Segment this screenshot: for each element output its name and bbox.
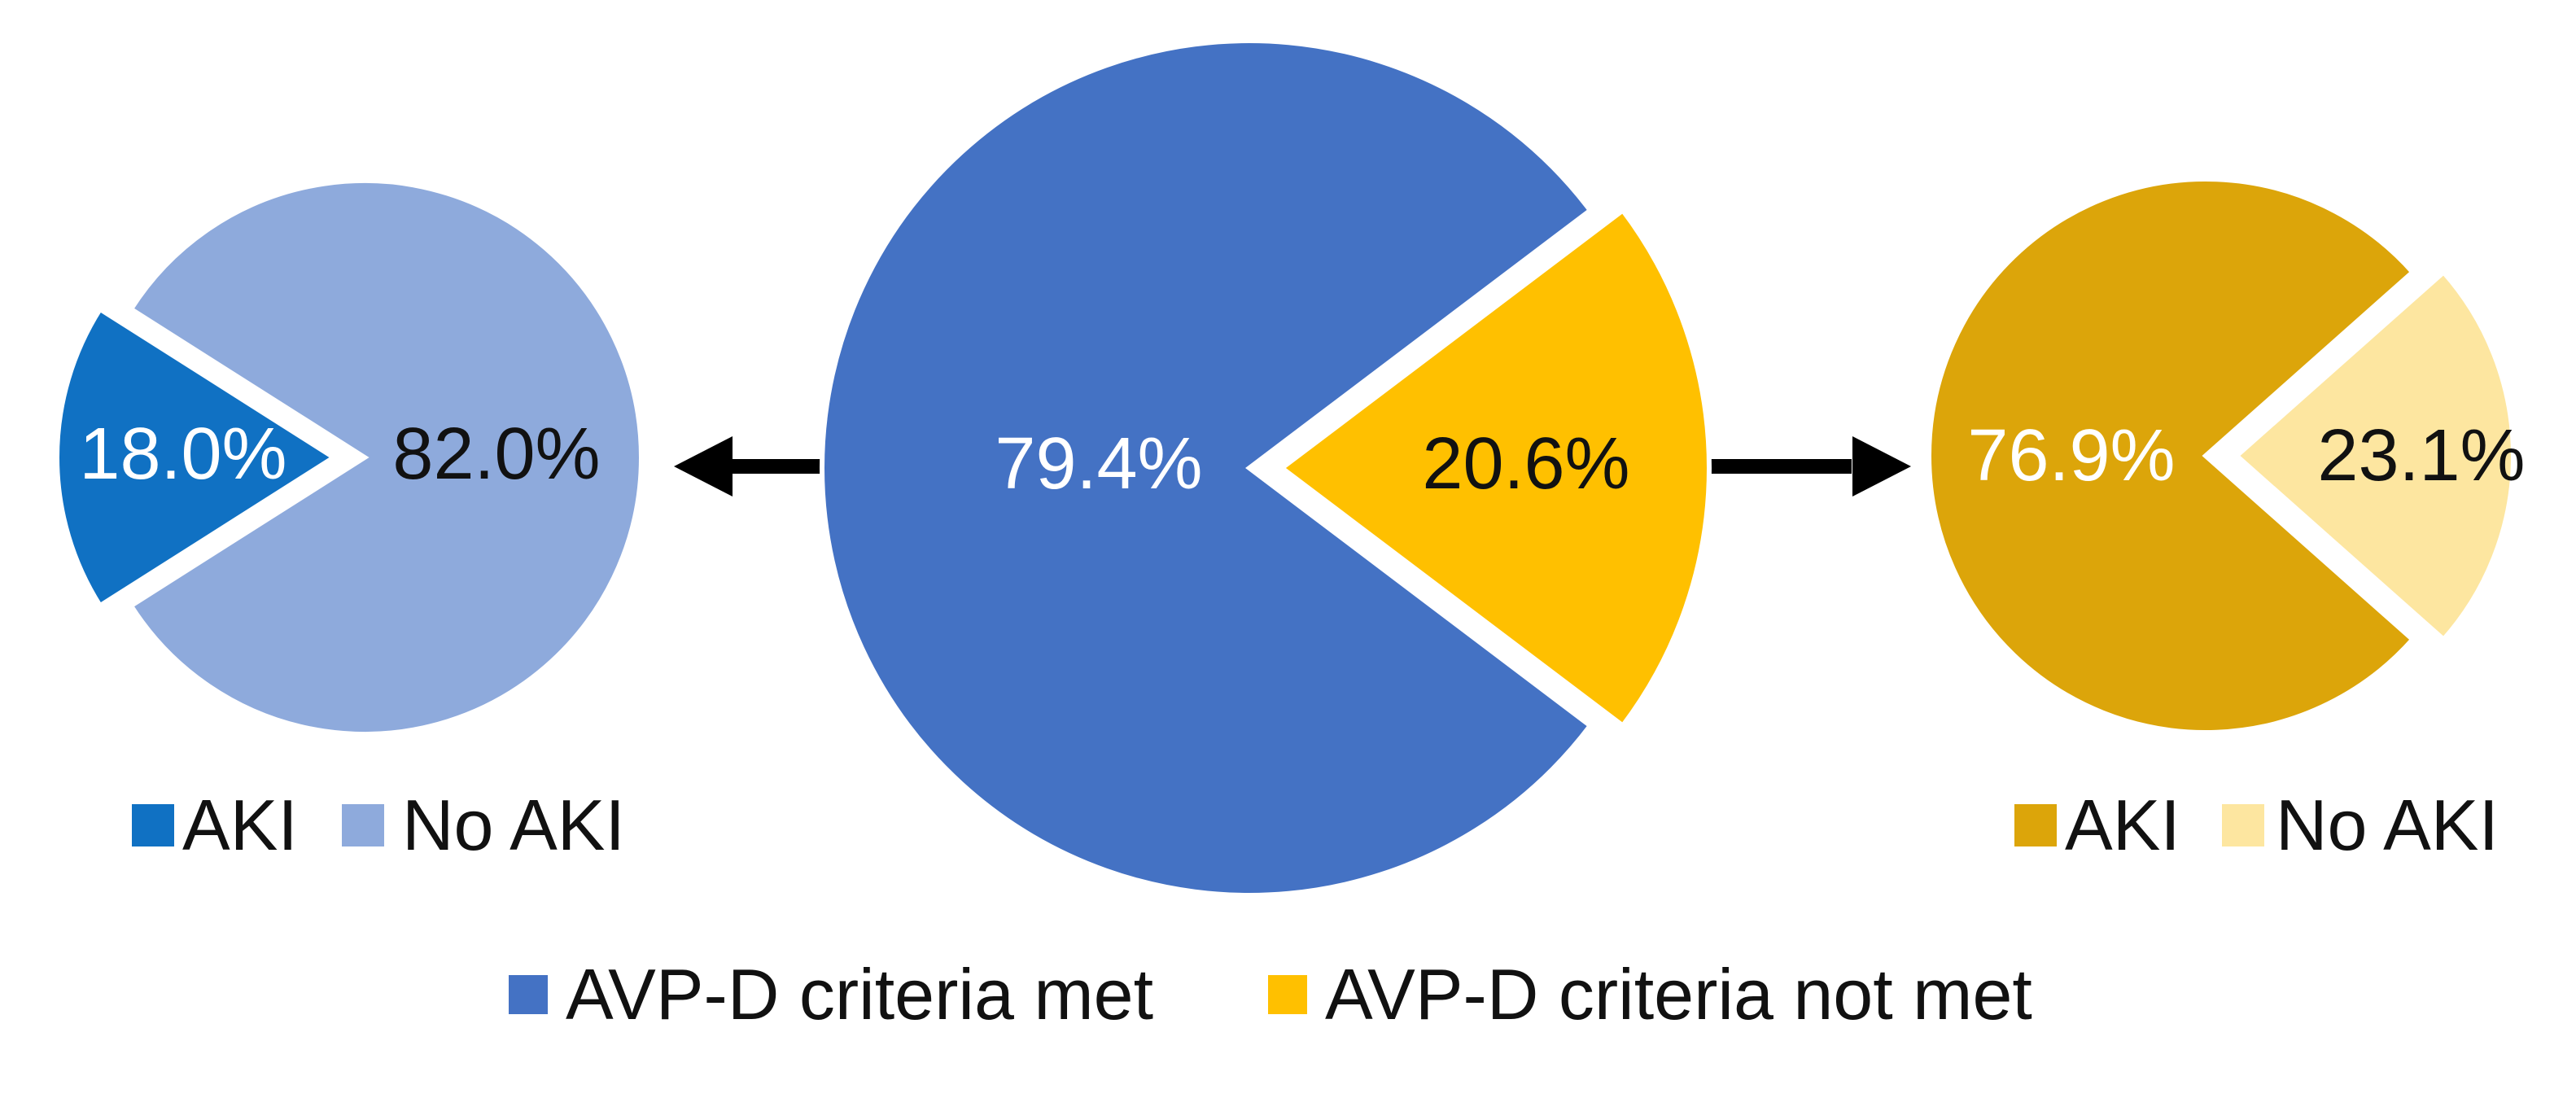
- pie-right-slice-no-aki: [2233, 269, 2516, 643]
- pie-right-label-aki: 76.9%: [1967, 415, 2175, 497]
- legend-right-swatch-no-aki: [2222, 804, 2264, 846]
- legend-center-swatch-met: [509, 975, 548, 1014]
- legend-center-swatch-not-met: [1268, 975, 1307, 1014]
- pie-right: 76.9% 23.1%: [1927, 177, 2526, 735]
- legend-center-label-met: AVP-D criteria met: [566, 954, 1153, 1035]
- pie-left: 18.0% 82.0%: [55, 178, 644, 737]
- pie-right-label-no-aki: 23.1%: [2317, 415, 2525, 497]
- pie-left-slice-aki: [55, 305, 339, 610]
- legend-left-swatch-no-aki: [342, 804, 384, 846]
- legend-left: AKI No AKI: [132, 785, 625, 865]
- pie-center: 79.4% 20.6%: [819, 38, 1712, 898]
- legend-center-label-not-met: AVP-D criteria not met: [1325, 954, 2032, 1035]
- legend-right-label-aki: AKI: [2065, 785, 2180, 865]
- pie-left-label-aki: 18.0%: [79, 413, 286, 495]
- pie-center-slice-met: [819, 38, 1594, 898]
- legend-left-label-aki: AKI: [182, 785, 298, 865]
- legend-right-swatch-aki: [2014, 804, 2057, 846]
- pie-left-slice-no-aki: [127, 178, 644, 737]
- pie-center-label-met: 79.4%: [995, 423, 1202, 505]
- legend-right-label-no-aki: No AKI: [2276, 785, 2499, 865]
- legend-left-swatch-aki: [132, 804, 174, 846]
- legend-right: AKI No AKI: [2014, 785, 2499, 865]
- legend-left-label-no-aki: No AKI: [402, 785, 625, 865]
- right-arrow: [1685, 436, 1911, 497]
- pie-right-slice-aki: [1927, 177, 2416, 735]
- pie-left-label-no-aki: 82.0%: [392, 413, 600, 495]
- pie-center-slice-not-met: [1278, 207, 1712, 729]
- pie-center-label-not-met: 20.6%: [1422, 423, 1629, 505]
- legend-center: AVP-D criteria met AVP-D criteria not me…: [509, 954, 2032, 1035]
